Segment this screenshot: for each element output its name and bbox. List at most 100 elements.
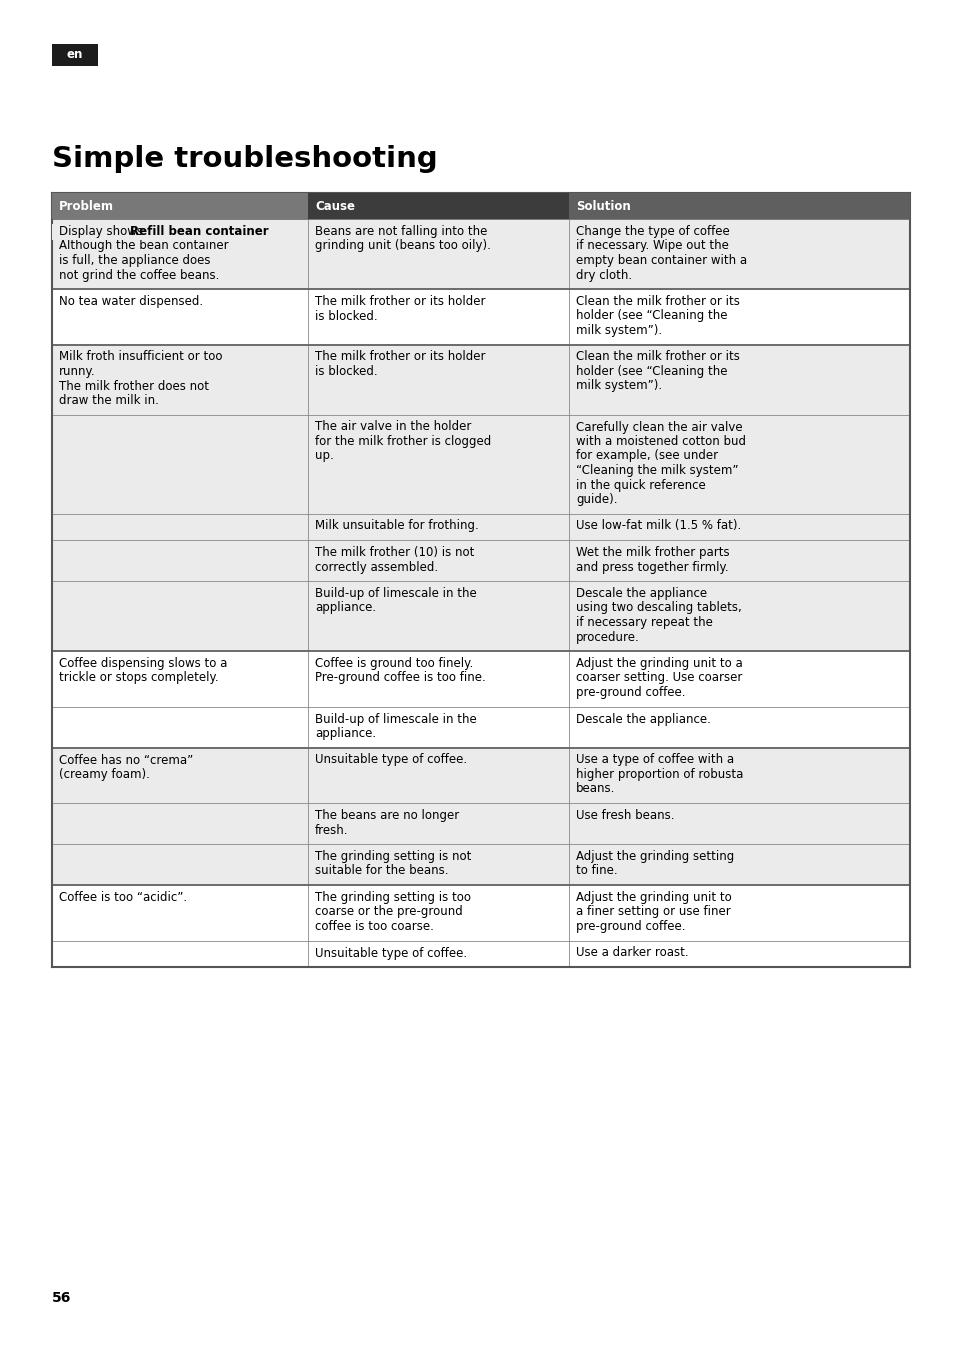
Text: en: en — [67, 49, 83, 61]
Text: dry cloth.: dry cloth. — [576, 268, 632, 282]
Text: runny.: runny. — [59, 366, 95, 378]
Text: milk system”).: milk system”). — [576, 379, 661, 393]
Text: up.: up. — [314, 450, 334, 463]
Text: Use low-fat milk (1.5 % fat).: Use low-fat milk (1.5 % fat). — [576, 520, 740, 532]
Text: Display shows: Display shows — [59, 225, 147, 238]
FancyBboxPatch shape — [568, 886, 909, 941]
FancyBboxPatch shape — [308, 344, 568, 414]
Text: Adjust the grinding unit to a: Adjust the grinding unit to a — [576, 657, 742, 670]
FancyBboxPatch shape — [568, 414, 909, 513]
Text: Coffee dispensing slows to a: Coffee dispensing slows to a — [59, 657, 227, 670]
Text: Clean the milk frother or its: Clean the milk frother or its — [576, 351, 740, 363]
FancyBboxPatch shape — [308, 844, 568, 886]
Text: is blocked.: is blocked. — [314, 366, 377, 378]
Text: (creamy foam).: (creamy foam). — [59, 768, 150, 781]
Text: coffee is too coarse.: coffee is too coarse. — [314, 919, 434, 933]
Text: empty bean container with a: empty bean container with a — [576, 255, 746, 267]
FancyBboxPatch shape — [308, 581, 568, 651]
Text: pre-ground coffee.: pre-ground coffee. — [576, 686, 685, 699]
Text: appliance.: appliance. — [314, 601, 375, 615]
Text: grinding unit (beans too oily).: grinding unit (beans too oily). — [314, 240, 491, 252]
FancyBboxPatch shape — [52, 707, 308, 747]
Text: beans.: beans. — [576, 783, 615, 796]
FancyBboxPatch shape — [568, 344, 909, 414]
Text: in the quick reference: in the quick reference — [576, 478, 705, 492]
FancyBboxPatch shape — [568, 288, 909, 344]
Text: The milk frother or its holder: The milk frother or its holder — [314, 295, 485, 307]
Text: for the milk frother is clogged: for the milk frother is clogged — [314, 435, 491, 448]
Text: Descale the appliance: Descale the appliance — [576, 588, 706, 600]
Text: suitable for the beans.: suitable for the beans. — [314, 864, 448, 877]
FancyBboxPatch shape — [52, 844, 308, 886]
FancyBboxPatch shape — [52, 886, 308, 941]
FancyBboxPatch shape — [52, 747, 308, 803]
Text: procedure.: procedure. — [576, 631, 639, 643]
Text: Use a darker roast.: Use a darker roast. — [576, 946, 688, 960]
FancyBboxPatch shape — [308, 747, 568, 803]
Text: Solution: Solution — [576, 199, 630, 213]
Text: Wet the milk frother parts: Wet the milk frother parts — [576, 546, 729, 559]
Text: Use fresh beans.: Use fresh beans. — [576, 808, 674, 822]
FancyBboxPatch shape — [52, 43, 98, 66]
FancyBboxPatch shape — [52, 344, 308, 414]
Text: higher proportion of robusta: higher proportion of robusta — [576, 768, 742, 781]
Text: The grinding setting is not: The grinding setting is not — [314, 850, 471, 862]
Text: The milk frother (10) is not: The milk frother (10) is not — [314, 546, 474, 559]
Text: Display shows Refill bean container.: Display shows Refill bean container. — [59, 225, 272, 238]
Text: Unsuitable type of coffee.: Unsuitable type of coffee. — [314, 753, 467, 766]
Text: holder (see “Cleaning the: holder (see “Cleaning the — [576, 366, 727, 378]
Text: Build-up of limescale in the: Build-up of limescale in the — [314, 712, 476, 726]
Text: Adjust the grinding unit to: Adjust the grinding unit to — [576, 891, 731, 904]
FancyBboxPatch shape — [568, 540, 909, 581]
FancyBboxPatch shape — [52, 803, 308, 844]
Text: .: . — [243, 225, 246, 238]
Text: Cause: Cause — [314, 199, 355, 213]
Text: The milk frother or its holder: The milk frother or its holder — [314, 351, 485, 363]
Text: Carefully clean the air valve: Carefully clean the air valve — [576, 421, 741, 433]
Text: draw the milk in.: draw the milk in. — [59, 394, 159, 408]
Text: Beans are not falling into the: Beans are not falling into the — [314, 225, 487, 238]
FancyBboxPatch shape — [308, 707, 568, 747]
FancyBboxPatch shape — [52, 540, 308, 581]
FancyBboxPatch shape — [568, 707, 909, 747]
Text: if necessary. Wipe out the: if necessary. Wipe out the — [576, 240, 728, 252]
Text: Unsuitable type of coffee.: Unsuitable type of coffee. — [314, 946, 467, 960]
Text: holder (see “Cleaning the: holder (see “Cleaning the — [576, 310, 727, 322]
Text: Coffee has no “crema”: Coffee has no “crema” — [59, 753, 193, 766]
Text: fresh.: fresh. — [314, 823, 348, 837]
Text: not grind the coffee beans.: not grind the coffee beans. — [59, 268, 219, 282]
Text: is full, the appliance does: is full, the appliance does — [59, 255, 211, 267]
Text: “Cleaning the milk system”: “Cleaning the milk system” — [576, 464, 738, 477]
FancyBboxPatch shape — [52, 651, 308, 707]
FancyBboxPatch shape — [308, 651, 568, 707]
FancyBboxPatch shape — [308, 219, 568, 288]
Text: pre-ground coffee.: pre-ground coffee. — [576, 919, 685, 933]
FancyBboxPatch shape — [308, 886, 568, 941]
Text: correctly assembled.: correctly assembled. — [314, 561, 437, 574]
Text: coarser setting. Use coarser: coarser setting. Use coarser — [576, 672, 741, 685]
FancyBboxPatch shape — [568, 747, 909, 803]
FancyBboxPatch shape — [308, 194, 568, 219]
FancyBboxPatch shape — [52, 223, 308, 240]
Text: Build-up of limescale in the: Build-up of limescale in the — [314, 588, 476, 600]
FancyBboxPatch shape — [52, 941, 308, 967]
Text: 56: 56 — [52, 1290, 71, 1305]
Text: Change the type of coffee: Change the type of coffee — [576, 225, 729, 238]
Text: The grinding setting is too: The grinding setting is too — [314, 891, 471, 904]
Text: to fine.: to fine. — [576, 864, 617, 877]
Text: if necessary repeat the: if necessary repeat the — [576, 616, 712, 630]
Text: The air valve in the holder: The air valve in the holder — [314, 421, 471, 433]
FancyBboxPatch shape — [568, 651, 909, 707]
Text: Milk unsuitable for frothing.: Milk unsuitable for frothing. — [314, 520, 478, 532]
Text: Coffee is ground too finely.: Coffee is ground too finely. — [314, 657, 473, 670]
Text: Pre-ground coffee is too fine.: Pre-ground coffee is too fine. — [314, 672, 485, 685]
FancyBboxPatch shape — [568, 581, 909, 651]
Text: coarse or the pre-ground: coarse or the pre-ground — [314, 906, 462, 918]
FancyBboxPatch shape — [52, 194, 308, 219]
Text: Clean the milk frother or its: Clean the milk frother or its — [576, 295, 740, 307]
Text: milk system”).: milk system”). — [576, 324, 661, 337]
Text: appliance.: appliance. — [314, 727, 375, 741]
Text: with a moistened cotton bud: with a moistened cotton bud — [576, 435, 745, 448]
Text: Adjust the grinding setting: Adjust the grinding setting — [576, 850, 734, 862]
Text: Simple troubleshooting: Simple troubleshooting — [52, 145, 437, 173]
